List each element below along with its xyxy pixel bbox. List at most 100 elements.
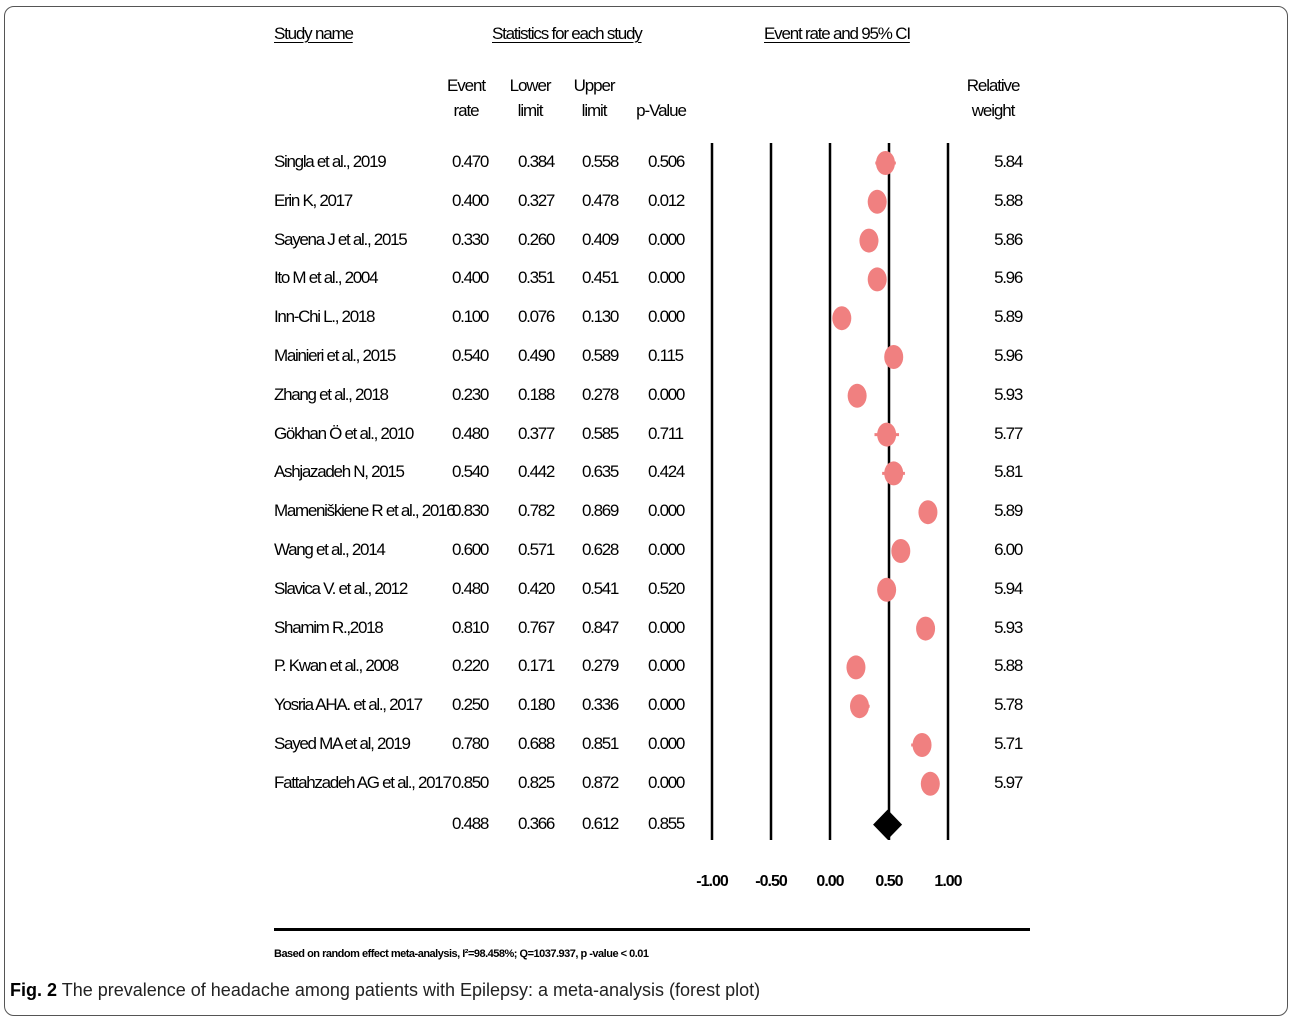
p-value-cell: 0.000	[648, 617, 685, 637]
event-rate-cell: 0.400	[452, 268, 489, 288]
summary-lower-limit: 0.366	[518, 813, 555, 833]
lower-limit-cell: 0.420	[518, 578, 555, 598]
study-point	[884, 345, 904, 369]
study-name: Ashjazadeh N, 2015	[274, 462, 405, 482]
x-tick-label: 1.00	[934, 873, 962, 890]
x-tick-label: 0.50	[875, 873, 903, 890]
study-point	[877, 577, 897, 602]
study-point	[891, 539, 911, 563]
study-point	[867, 189, 887, 214]
p-value-cell: 0.000	[648, 307, 685, 327]
x-tick-label: 0.00	[816, 873, 844, 890]
lower-limit-cell: 0.442	[518, 462, 555, 482]
study-point	[884, 461, 904, 486]
col-event-rate-line2: rate	[453, 101, 480, 120]
p-value-cell: 0.000	[648, 734, 685, 753]
study-point	[867, 267, 887, 292]
lower-limit-cell: 0.571	[518, 540, 555, 559]
lower-limit-cell: 0.688	[518, 734, 555, 753]
event-rate-cell: 0.400	[452, 190, 489, 210]
study-name: Gökhan Ö et al., 2010	[274, 423, 414, 443]
caption-label: Fig. 2	[10, 980, 58, 1000]
study-name: Fattahzadeh AG et al., 2017	[274, 772, 452, 792]
event-rate-cell: 0.780	[452, 734, 489, 753]
study-point	[918, 500, 938, 525]
lower-limit-cell: 0.782	[518, 501, 555, 521]
relative-weight-cell: 5.96	[994, 268, 1023, 288]
header-study-name: Study name	[274, 24, 354, 43]
relative-weight-cell: 5.88	[994, 656, 1023, 676]
upper-limit-cell: 0.872	[582, 772, 619, 792]
relative-weight-cell: 5.86	[994, 229, 1023, 249]
col-upper-limit-line2: limit	[581, 101, 608, 120]
p-value-cell: 0.506	[648, 152, 685, 171]
upper-limit-cell: 0.336	[582, 695, 619, 715]
p-value-cell: 0.000	[648, 384, 685, 404]
summary-p-value: 0.855	[648, 813, 685, 833]
col-p-value-line1: p-Value	[636, 101, 687, 120]
lower-limit-cell: 0.490	[518, 346, 555, 365]
study-point	[846, 655, 866, 680]
event-rate-cell: 0.250	[452, 695, 489, 715]
study-name: Yosria AHA. et al., 2017	[274, 695, 423, 715]
upper-limit-cell: 0.451	[582, 268, 619, 288]
upper-limit-cell: 0.851	[582, 734, 619, 753]
relative-weight-cell: 5.93	[994, 617, 1023, 637]
event-rate-cell: 0.540	[452, 462, 489, 482]
col-upper-limit-line1: Upper	[573, 76, 616, 95]
lower-limit-cell: 0.377	[518, 423, 555, 443]
event-rate-cell: 0.220	[452, 656, 489, 676]
study-name: Singla et al., 2019	[274, 152, 387, 171]
summary-diamond	[873, 809, 903, 840]
lower-limit-cell: 0.351	[518, 268, 555, 288]
upper-limit-cell: 0.279	[582, 656, 619, 676]
col-event-rate-line1: Event	[447, 76, 486, 95]
study-name: Mainieri et al., 2015	[274, 346, 396, 365]
col-lower-limit-line1: Lower	[509, 76, 552, 95]
study-name: Shamim R.,2018	[274, 617, 384, 637]
lower-limit-cell: 0.327	[518, 190, 555, 210]
upper-limit-cell: 0.541	[582, 578, 619, 598]
col-lower-limit-line2: limit	[517, 101, 544, 120]
relative-weight-cell: 5.94	[994, 578, 1023, 598]
footnote: Based on random effect meta-analysis, I²…	[274, 948, 649, 960]
event-rate-cell: 0.470	[452, 152, 489, 171]
p-value-cell: 0.520	[648, 578, 685, 598]
event-rate-cell: 0.480	[452, 423, 489, 443]
upper-limit-cell: 0.130	[582, 307, 619, 327]
upper-limit-cell: 0.847	[582, 617, 619, 637]
p-value-cell: 0.000	[648, 501, 685, 521]
study-name: Ito M et al., 2004	[274, 268, 379, 288]
relative-weight-cell: 5.89	[994, 307, 1023, 327]
upper-limit-cell: 0.628	[582, 540, 619, 559]
event-rate-cell: 0.850	[452, 772, 489, 792]
relative-weight-cell: 5.84	[994, 152, 1023, 171]
caption-text: The prevalence of headache among patient…	[61, 980, 761, 1000]
relative-weight-cell: 5.96	[994, 346, 1023, 365]
p-value-cell: 0.424	[648, 462, 685, 482]
upper-limit-cell: 0.589	[582, 346, 619, 365]
p-value-cell: 0.000	[648, 268, 685, 288]
col-relative-weight: Relative weight	[962, 73, 1024, 123]
upper-limit-cell: 0.478	[582, 190, 619, 210]
event-rate-cell: 0.540	[452, 346, 489, 365]
upper-limit-cell: 0.558	[582, 152, 619, 171]
p-value-cell: 0.000	[648, 540, 685, 559]
event-rate-cell: 0.330	[452, 229, 489, 249]
event-rate-cell: 0.600	[452, 540, 489, 559]
study-point	[875, 151, 895, 175]
relative-weight-cell: 5.97	[994, 772, 1023, 792]
upper-limit-cell: 0.869	[582, 501, 619, 521]
p-value-cell: 0.711	[648, 423, 684, 443]
event-rate-cell: 0.230	[452, 384, 489, 404]
upper-limit-cell: 0.278	[582, 384, 619, 404]
summary-event-rate: 0.488	[452, 813, 489, 833]
lower-limit-cell: 0.171	[518, 656, 555, 676]
relative-weight-cell: 5.93	[994, 384, 1023, 404]
lower-limit-cell: 0.767	[518, 617, 555, 637]
lower-limit-cell: 0.384	[518, 152, 555, 171]
relative-weight-cell: 6.00	[994, 540, 1023, 559]
study-name: Inn-Chi L., 2018	[274, 307, 375, 327]
footer-rule	[274, 928, 1030, 931]
